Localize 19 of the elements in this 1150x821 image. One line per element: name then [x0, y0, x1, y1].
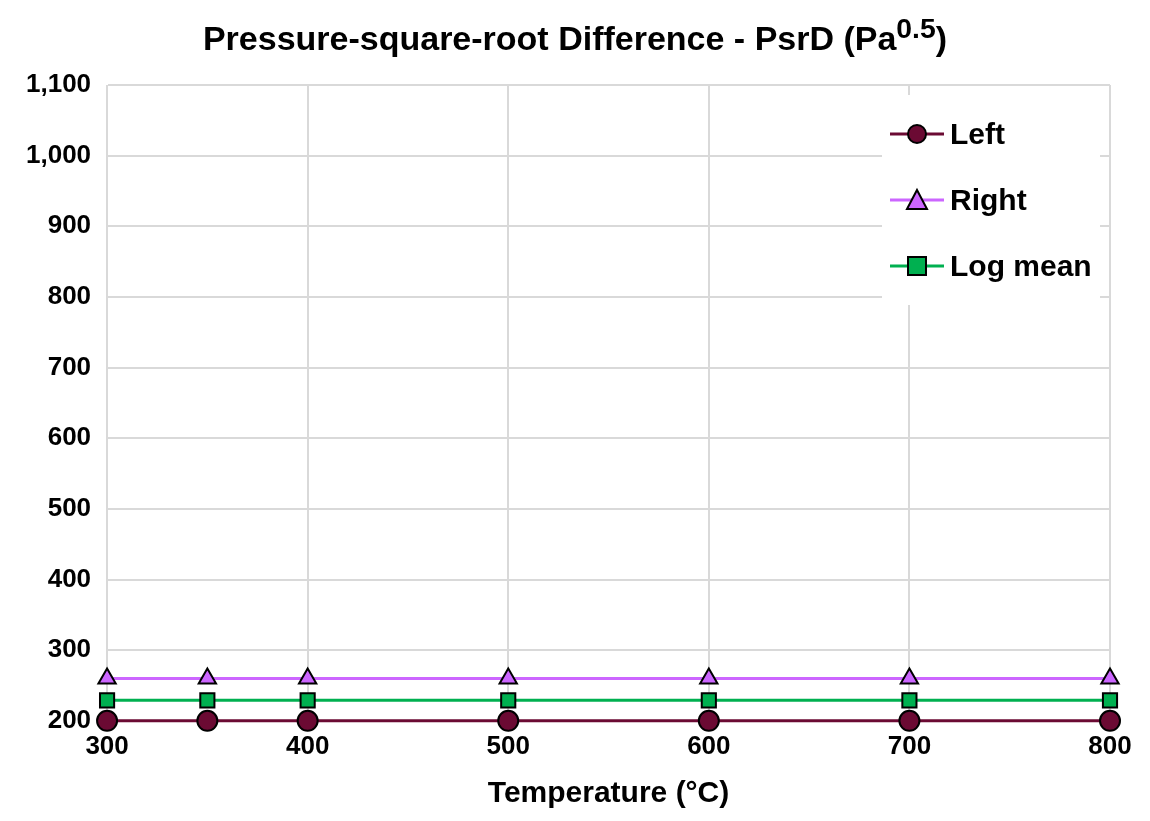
y-tick-label: 900 [47, 209, 92, 240]
x-tick-label: 700 [887, 729, 932, 760]
legend-label: Left [950, 117, 1005, 151]
chart-title: Pressure-square-root Difference - PsrD (Pa$^{0.5}$) [201, 12, 949, 59]
y-tick-label: 300 [47, 633, 92, 664]
legend-label: Log mean [950, 249, 1092, 283]
x-tick-label: 800 [1088, 729, 1132, 760]
y-tick-label: 700 [47, 350, 92, 381]
x-tick-label: 400 [285, 729, 330, 760]
y-tick-label: 800 [47, 280, 92, 311]
x-axis-title: Temperature (°C) [487, 775, 730, 809]
y-tick-label: 400 [47, 562, 92, 593]
legend-label: Right [950, 183, 1027, 217]
y-tick-label: 600 [47, 421, 92, 452]
x-tick-label: 600 [687, 729, 731, 760]
y-tick-label: 1,100 [25, 68, 92, 99]
y-tick-label: 500 [47, 492, 92, 523]
y-tick-label: 1,000 [25, 138, 92, 169]
x-tick-label: 500 [486, 729, 530, 760]
